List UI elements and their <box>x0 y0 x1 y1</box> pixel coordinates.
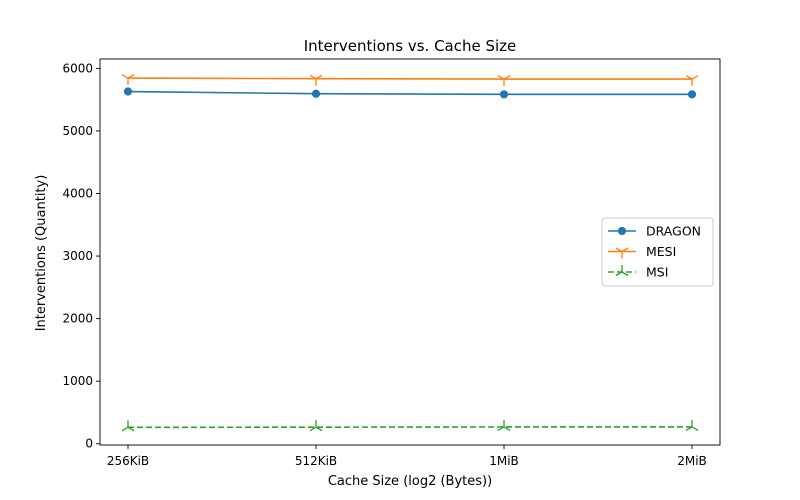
y-tick-label: 5000 <box>62 124 93 138</box>
data-point-dragon-2mib <box>687 90 697 99</box>
y-tick-label: 4000 <box>62 187 93 201</box>
legend-marker-dragon <box>617 226 627 236</box>
y-tick-label: 1000 <box>62 374 93 388</box>
series-line-mesi <box>127 77 692 80</box>
y-tick-label: 6000 <box>62 61 93 75</box>
series-msi <box>121 419 699 432</box>
x-axis-label: Cache Size (log2 (Bytes)) <box>328 474 492 489</box>
series-layer <box>121 74 699 432</box>
legend-box <box>601 217 714 287</box>
y-axis-label: Interventions (Quantity) <box>34 175 49 332</box>
x-tick-label: 512KiB <box>295 454 337 468</box>
data-point-mesi-256kib <box>121 74 135 86</box>
data-point-dragon-256kib <box>123 87 133 96</box>
data-point-dragon-1mib <box>499 90 509 99</box>
series-line-dragon <box>127 90 692 96</box>
data-point-msi-512kib <box>309 420 323 432</box>
chart-title: Interventions vs. Cache Size <box>304 37 517 55</box>
axes: 0 1000 2000 3000 4000 5000 6000 256KiB 512KiB 1Mi… <box>62 58 721 468</box>
series-mesi <box>121 74 699 87</box>
data-point-msi-256kib <box>121 420 135 432</box>
y-tick-label: 3000 <box>62 249 93 263</box>
data-point-msi-2mib <box>685 419 699 432</box>
legend-marker-msi <box>615 265 629 277</box>
legend-label-dragon: DRAGON <box>646 224 701 239</box>
data-point-mesi-1mib <box>497 74 511 87</box>
legend-marker-mesi <box>615 247 629 259</box>
legend: DRAGON MESI MSI <box>601 217 714 287</box>
y-tick-label: 2000 <box>62 312 93 326</box>
x-tick-label: 2MiB <box>677 454 707 468</box>
data-point-dragon-512kib <box>311 89 321 98</box>
x-tick-label: 1MiB <box>489 454 519 468</box>
data-point-mesi-2mib <box>685 74 699 87</box>
plot-frame <box>99 58 721 446</box>
legend-label-msi: MSI <box>646 265 668 280</box>
legend-label-mesi: MESI <box>646 244 676 259</box>
data-point-msi-1mib <box>497 419 511 432</box>
x-tick-label: 256KiB <box>107 454 149 468</box>
series-dragon <box>123 87 697 99</box>
data-point-mesi-512kib <box>309 74 323 86</box>
y-tick-label: 0 <box>85 437 93 451</box>
